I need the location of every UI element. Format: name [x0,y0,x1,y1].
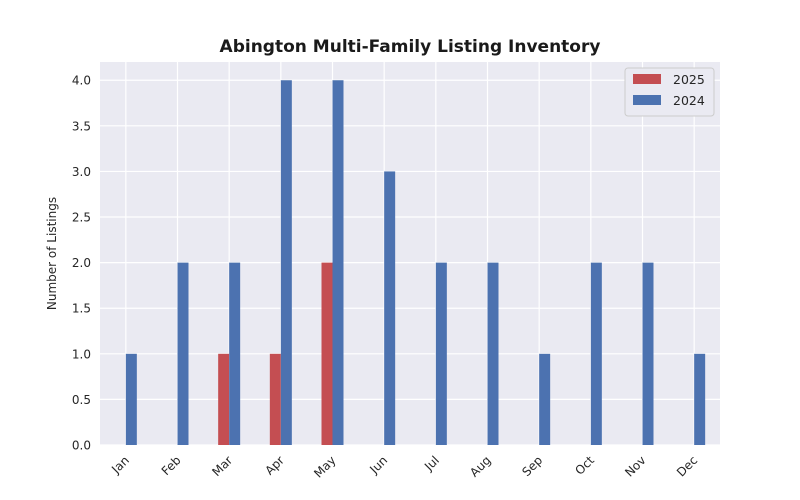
y-tick-label: 4.0 [72,74,91,88]
bar-2024-dec [694,353,706,445]
legend-swatch-2025 [633,74,661,84]
bar-2024-nov [642,262,654,445]
bar-2025-apr [269,353,281,445]
y-tick-labels: 0.0 0.5 1.0 1.5 2.0 2.5 3.0 3.5 4.0 [72,74,91,453]
bar-2024-jul [435,262,447,445]
bar-2024-apr [280,80,292,445]
bar-2024-sep [539,353,551,445]
legend-swatch-2024 [633,95,661,105]
bar-2024-oct [590,262,602,445]
y-tick-label: 1.0 [72,347,91,361]
bars [125,80,706,445]
bar-2025-may [321,262,333,445]
bar-2024-jan [125,353,137,445]
y-axis-label: Number of Listings [45,197,59,310]
legend-label-2025: 2025 [673,72,705,87]
y-tick-label: 1.5 [72,302,91,316]
bar-2024-may [332,80,344,445]
y-tick-label: 3.5 [72,119,91,133]
chart-title: Abington Multi-Family Listing Inventory [220,37,601,57]
legend-label-2024: 2024 [673,93,705,108]
y-tick-label: 2.0 [72,256,91,270]
bar-2024-feb [177,262,189,445]
bar-2025-mar [218,353,230,445]
y-tick-label: 0.0 [72,439,91,453]
y-tick-label: 3.0 [72,165,91,179]
bar-2024-jun [384,171,396,445]
plot-background [100,62,720,445]
y-tick-label: 2.5 [72,211,91,225]
legend: 2025 2024 [624,67,715,117]
bar-2024-mar [229,262,241,445]
y-tick-label: 0.5 [72,393,91,407]
bar-2024-aug [487,262,499,445]
